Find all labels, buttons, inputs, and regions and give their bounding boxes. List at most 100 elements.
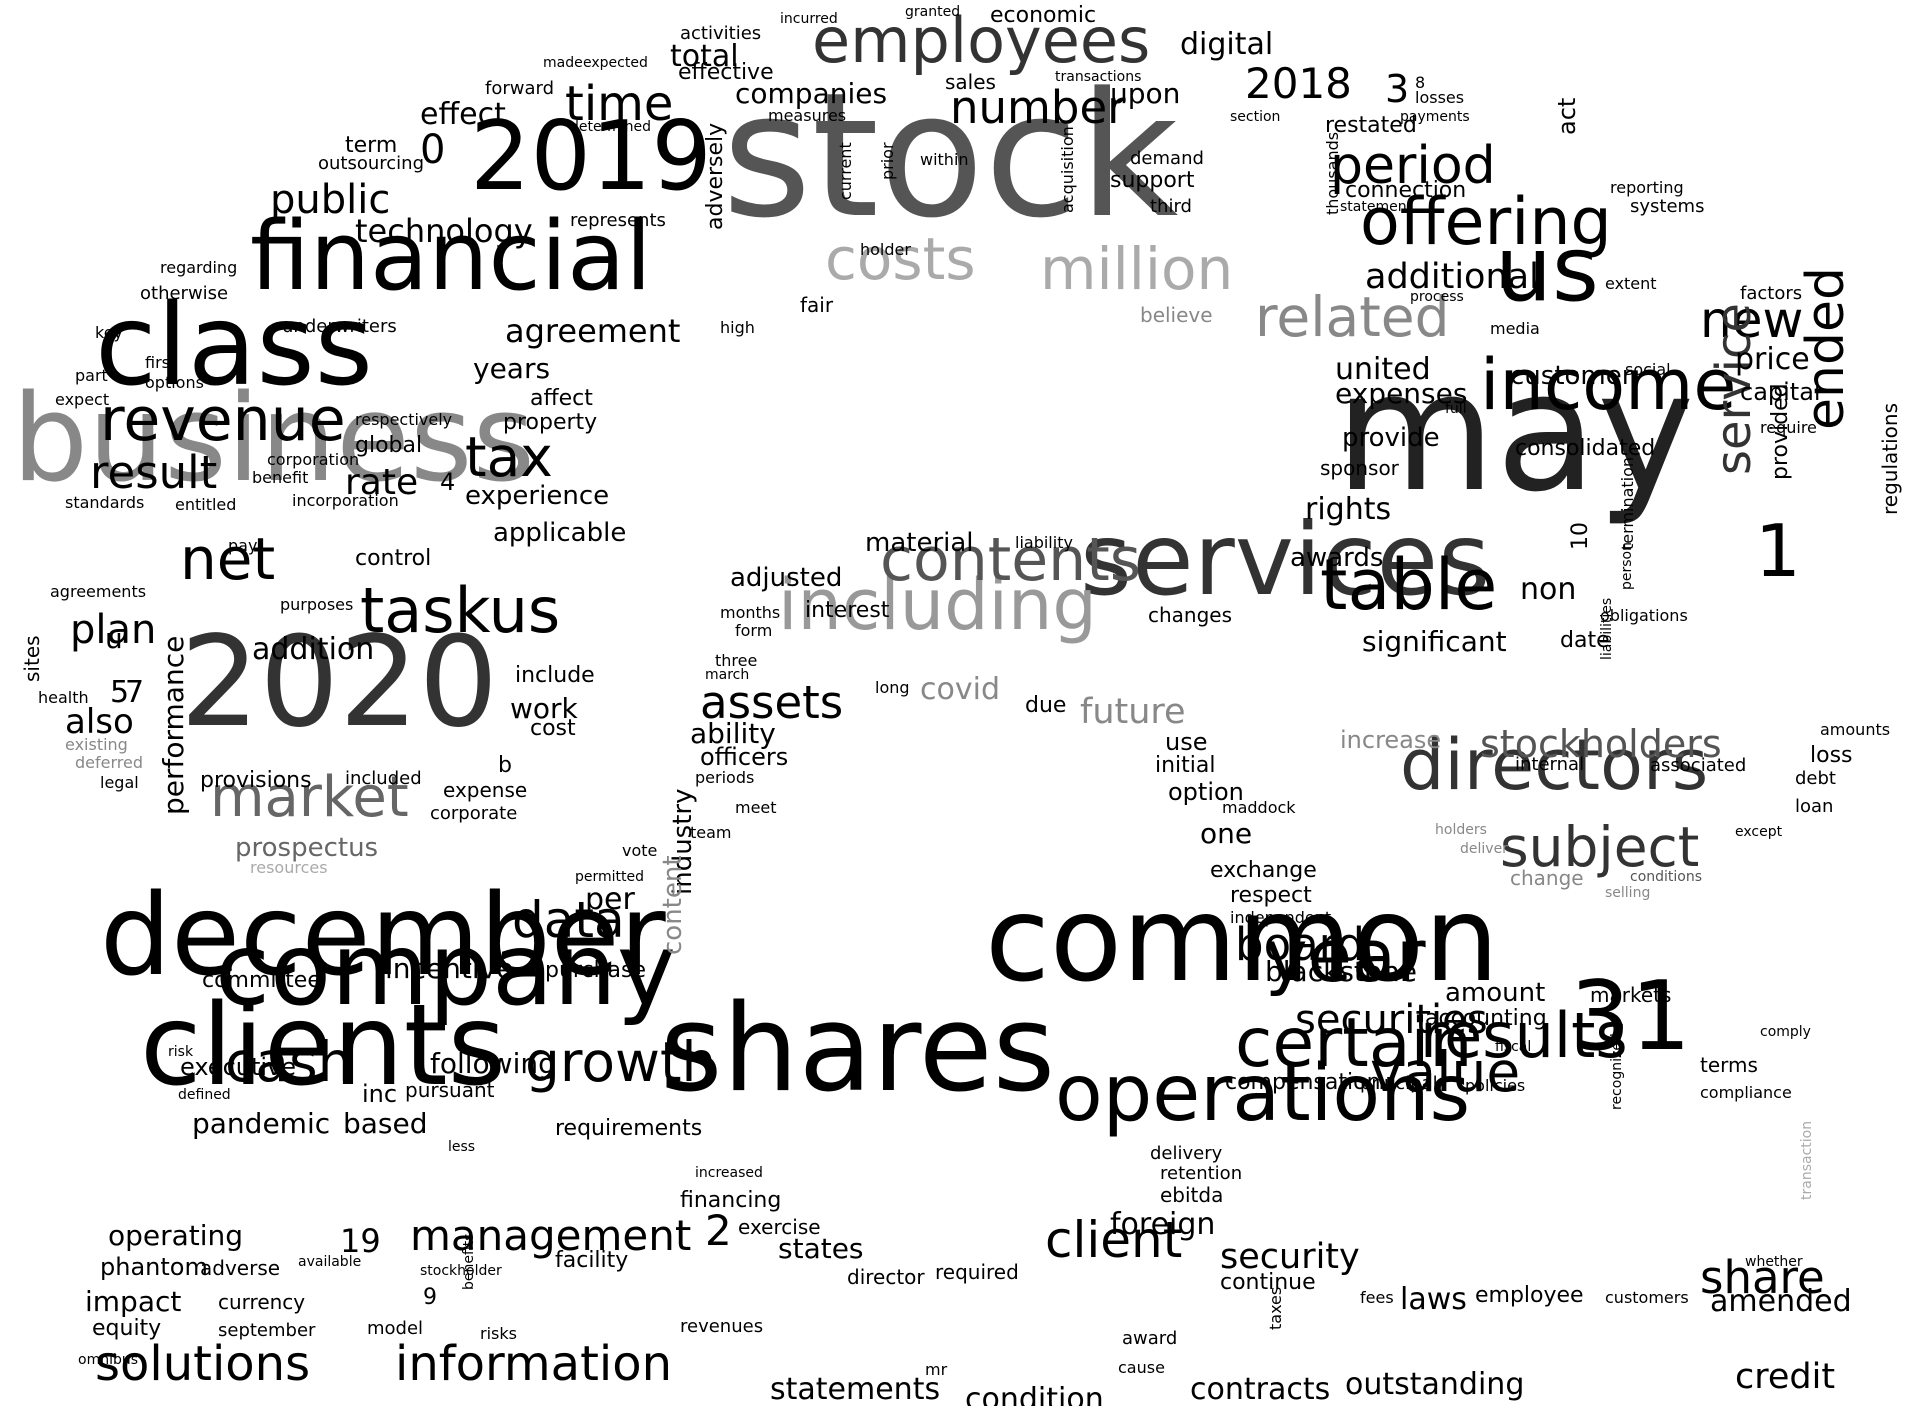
word-adversely: adversely [703,122,728,230]
word-plan: plan [70,607,157,653]
word-based: based [343,1107,428,1140]
word-subject: subject [1500,815,1700,879]
word-comply: comply [1760,1024,1811,1040]
word-liabilities: liabilities [1599,597,1615,660]
word-deliver: deliver [1460,841,1508,857]
word-effective: effective [678,60,774,85]
word-stockholders: stockholders [1480,722,1722,766]
word-number: number [950,81,1126,134]
word-incentive: incentive [385,952,514,985]
word-fair: fair [800,293,834,317]
word-forward: forward [485,78,555,99]
word-factors: factors [1740,283,1803,304]
word-may: may [1335,336,1695,528]
word-credit: credit [1735,1357,1836,1397]
word-consolidated: consolidated [1515,436,1656,461]
word-pursuant: pursuant [405,1078,495,1102]
word-directors: directors [1400,724,1709,806]
word-table: table [1320,544,1498,626]
word-mr: mr [925,1360,948,1379]
word-change: change [1510,866,1584,890]
word-otherwise: otherwise [140,283,229,304]
word-transaction: transaction [1799,1120,1815,1200]
word-activities: activities [680,23,762,44]
word-contracts: contracts [1190,1372,1331,1406]
word-loan: loan [1795,796,1834,817]
word-health: health [38,688,89,707]
word-property: property [503,410,598,435]
word-1: 1 [1755,509,1801,593]
word-affect: affect [530,386,593,411]
word-requirements: requirements [555,1116,703,1141]
word-income: income [1480,344,1737,426]
word-pandemic: pandemic [192,1107,331,1140]
word-whether: whether [1745,1254,1803,1270]
word-experience: experience [465,481,610,511]
word-condition: condition [965,1382,1104,1406]
word-awards: awards [1290,543,1384,573]
word-december: december [100,871,666,1001]
word-within: within [920,150,969,169]
word-ability: ability [690,717,776,750]
word-extent: extent [1605,274,1657,293]
word-outstanding: outstanding [1345,1367,1525,1402]
word-10: 10 [1568,522,1593,550]
word-capital: capital [1740,378,1821,406]
word-term: term [345,133,398,158]
word-operations: operations [1055,1049,1471,1139]
word-connection: connection [1345,178,1467,203]
word-inc: inc [362,1080,398,1108]
word-committee: committee [202,968,321,993]
word-tax: tax [465,425,553,489]
word-omnibus: omnibus [78,1352,139,1368]
word-outsourcing: outsourcing [318,153,425,174]
word-social: social [1625,360,1671,379]
word-assets: assets [700,676,844,729]
word-team: team [690,823,732,842]
word-person: person [1619,542,1635,590]
word-data: data [512,891,625,949]
word-expected: expected [583,55,648,71]
word-amended: amended [1710,1284,1852,1319]
word-addition: addition [252,632,375,667]
word-risks: risks [480,1324,517,1343]
word-also: also [65,702,134,742]
word-expect: expect [55,390,110,409]
word-effect: effect [420,97,506,132]
word-reporting: reporting [1610,178,1684,197]
word-terms: terms [1700,1053,1758,1077]
word-obligations: obligations [1600,606,1688,625]
word-key: key [95,323,124,342]
word-sites: sites [20,635,44,682]
word-sales: sales [945,70,996,94]
word-total: total [670,39,739,74]
word-officers: officers [700,743,789,771]
word-growth: growth [525,1030,717,1094]
word-selling: selling [1605,885,1651,901]
word-2018: 2018 [1245,59,1352,108]
word-8: 8 [1415,73,1426,92]
word-foreign: foreign [1110,1207,1216,1242]
word-taskus: taskus [360,574,561,647]
word-transactions: transactions [1055,69,1142,85]
word-vote: vote [622,841,658,860]
word-internal: internal [1515,754,1585,775]
word-date: date [1560,628,1610,653]
word-technology: technology [355,212,533,250]
word-use: use [1165,728,1208,756]
word-director: director [847,1265,925,1289]
word-section: section [1230,109,1281,125]
word-less: less [448,1139,476,1155]
word-made: made [543,55,583,71]
word-covid: covid [920,672,1000,707]
word-included: included [345,768,422,789]
word-upon: upon [1110,77,1181,110]
word-19: 19 [340,1222,381,1260]
word-fiscal: fiscal [1495,1039,1532,1055]
word-company: company [215,911,676,1028]
word-future: future [1080,692,1186,732]
word-defined: defined [178,1087,231,1103]
word-systems: systems [1630,196,1705,217]
word-corporation: corporation [267,450,360,469]
